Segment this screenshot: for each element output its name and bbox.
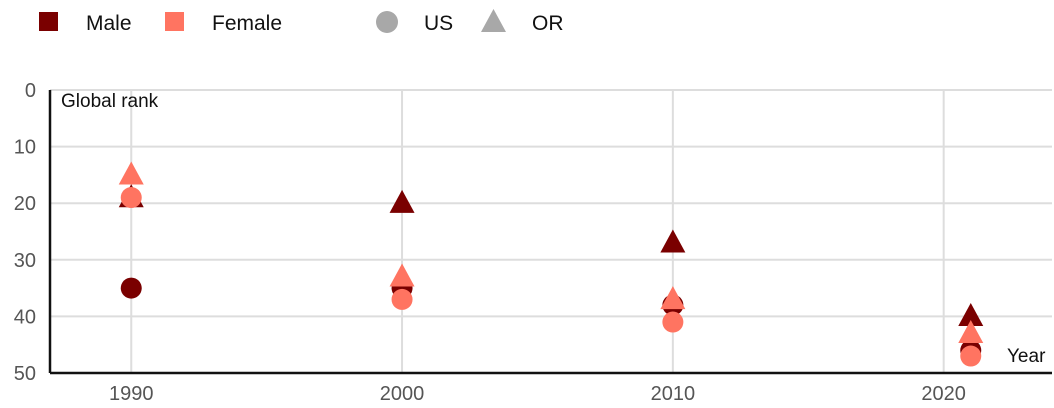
data-points: [118, 161, 984, 367]
tick-labels: 0 10 20 30 40 50 1990 2000 2010 2020: [14, 80, 966, 405]
x-tick-label: 2010: [651, 383, 696, 405]
y-tick-label: 20: [14, 193, 36, 215]
axes: [48, 90, 1052, 375]
point-female-or-2021: [958, 320, 984, 344]
point-female-or-2000: [389, 263, 415, 287]
x-tick-label: 1990: [109, 383, 154, 405]
point-female-us-2000: [391, 288, 413, 310]
point-male-or-2021: [958, 303, 984, 327]
x-axis-title: Year: [1007, 346, 1046, 367]
x-tick-label: 2020: [921, 383, 966, 405]
x-tick-label: 2000: [380, 383, 425, 405]
legend-triangle-icon: [481, 9, 506, 32]
y-tick-label: 0: [25, 80, 36, 102]
point-male-or-2000: [389, 189, 415, 213]
y-axis-title: Global rank: [61, 91, 159, 112]
legend-label-female: Female: [212, 12, 282, 35]
point-male-us-1990: [120, 277, 142, 299]
legend-label-or: OR: [532, 12, 564, 35]
y-tick-label: 30: [14, 250, 36, 272]
point-female-us-2010: [662, 311, 684, 333]
y-tick-label: 50: [14, 363, 36, 385]
point-male-or-2010: [660, 229, 686, 253]
legend-swatch-male: [39, 12, 58, 31]
point-female-or-1990: [118, 161, 144, 185]
legend-label-male: Male: [86, 12, 132, 35]
legend-swatch-female: [165, 12, 184, 31]
point-female-us-1990: [120, 187, 142, 209]
point-female-us-2021: [960, 345, 982, 367]
gridlines: [50, 89, 1052, 374]
y-tick-label: 10: [14, 137, 36, 159]
legend: Male Female US OR: [39, 9, 564, 35]
legend-circle-icon: [376, 11, 398, 33]
legend-label-us: US: [424, 12, 453, 35]
point-female-or-2010: [660, 286, 686, 310]
y-tick-label: 40: [14, 306, 36, 328]
